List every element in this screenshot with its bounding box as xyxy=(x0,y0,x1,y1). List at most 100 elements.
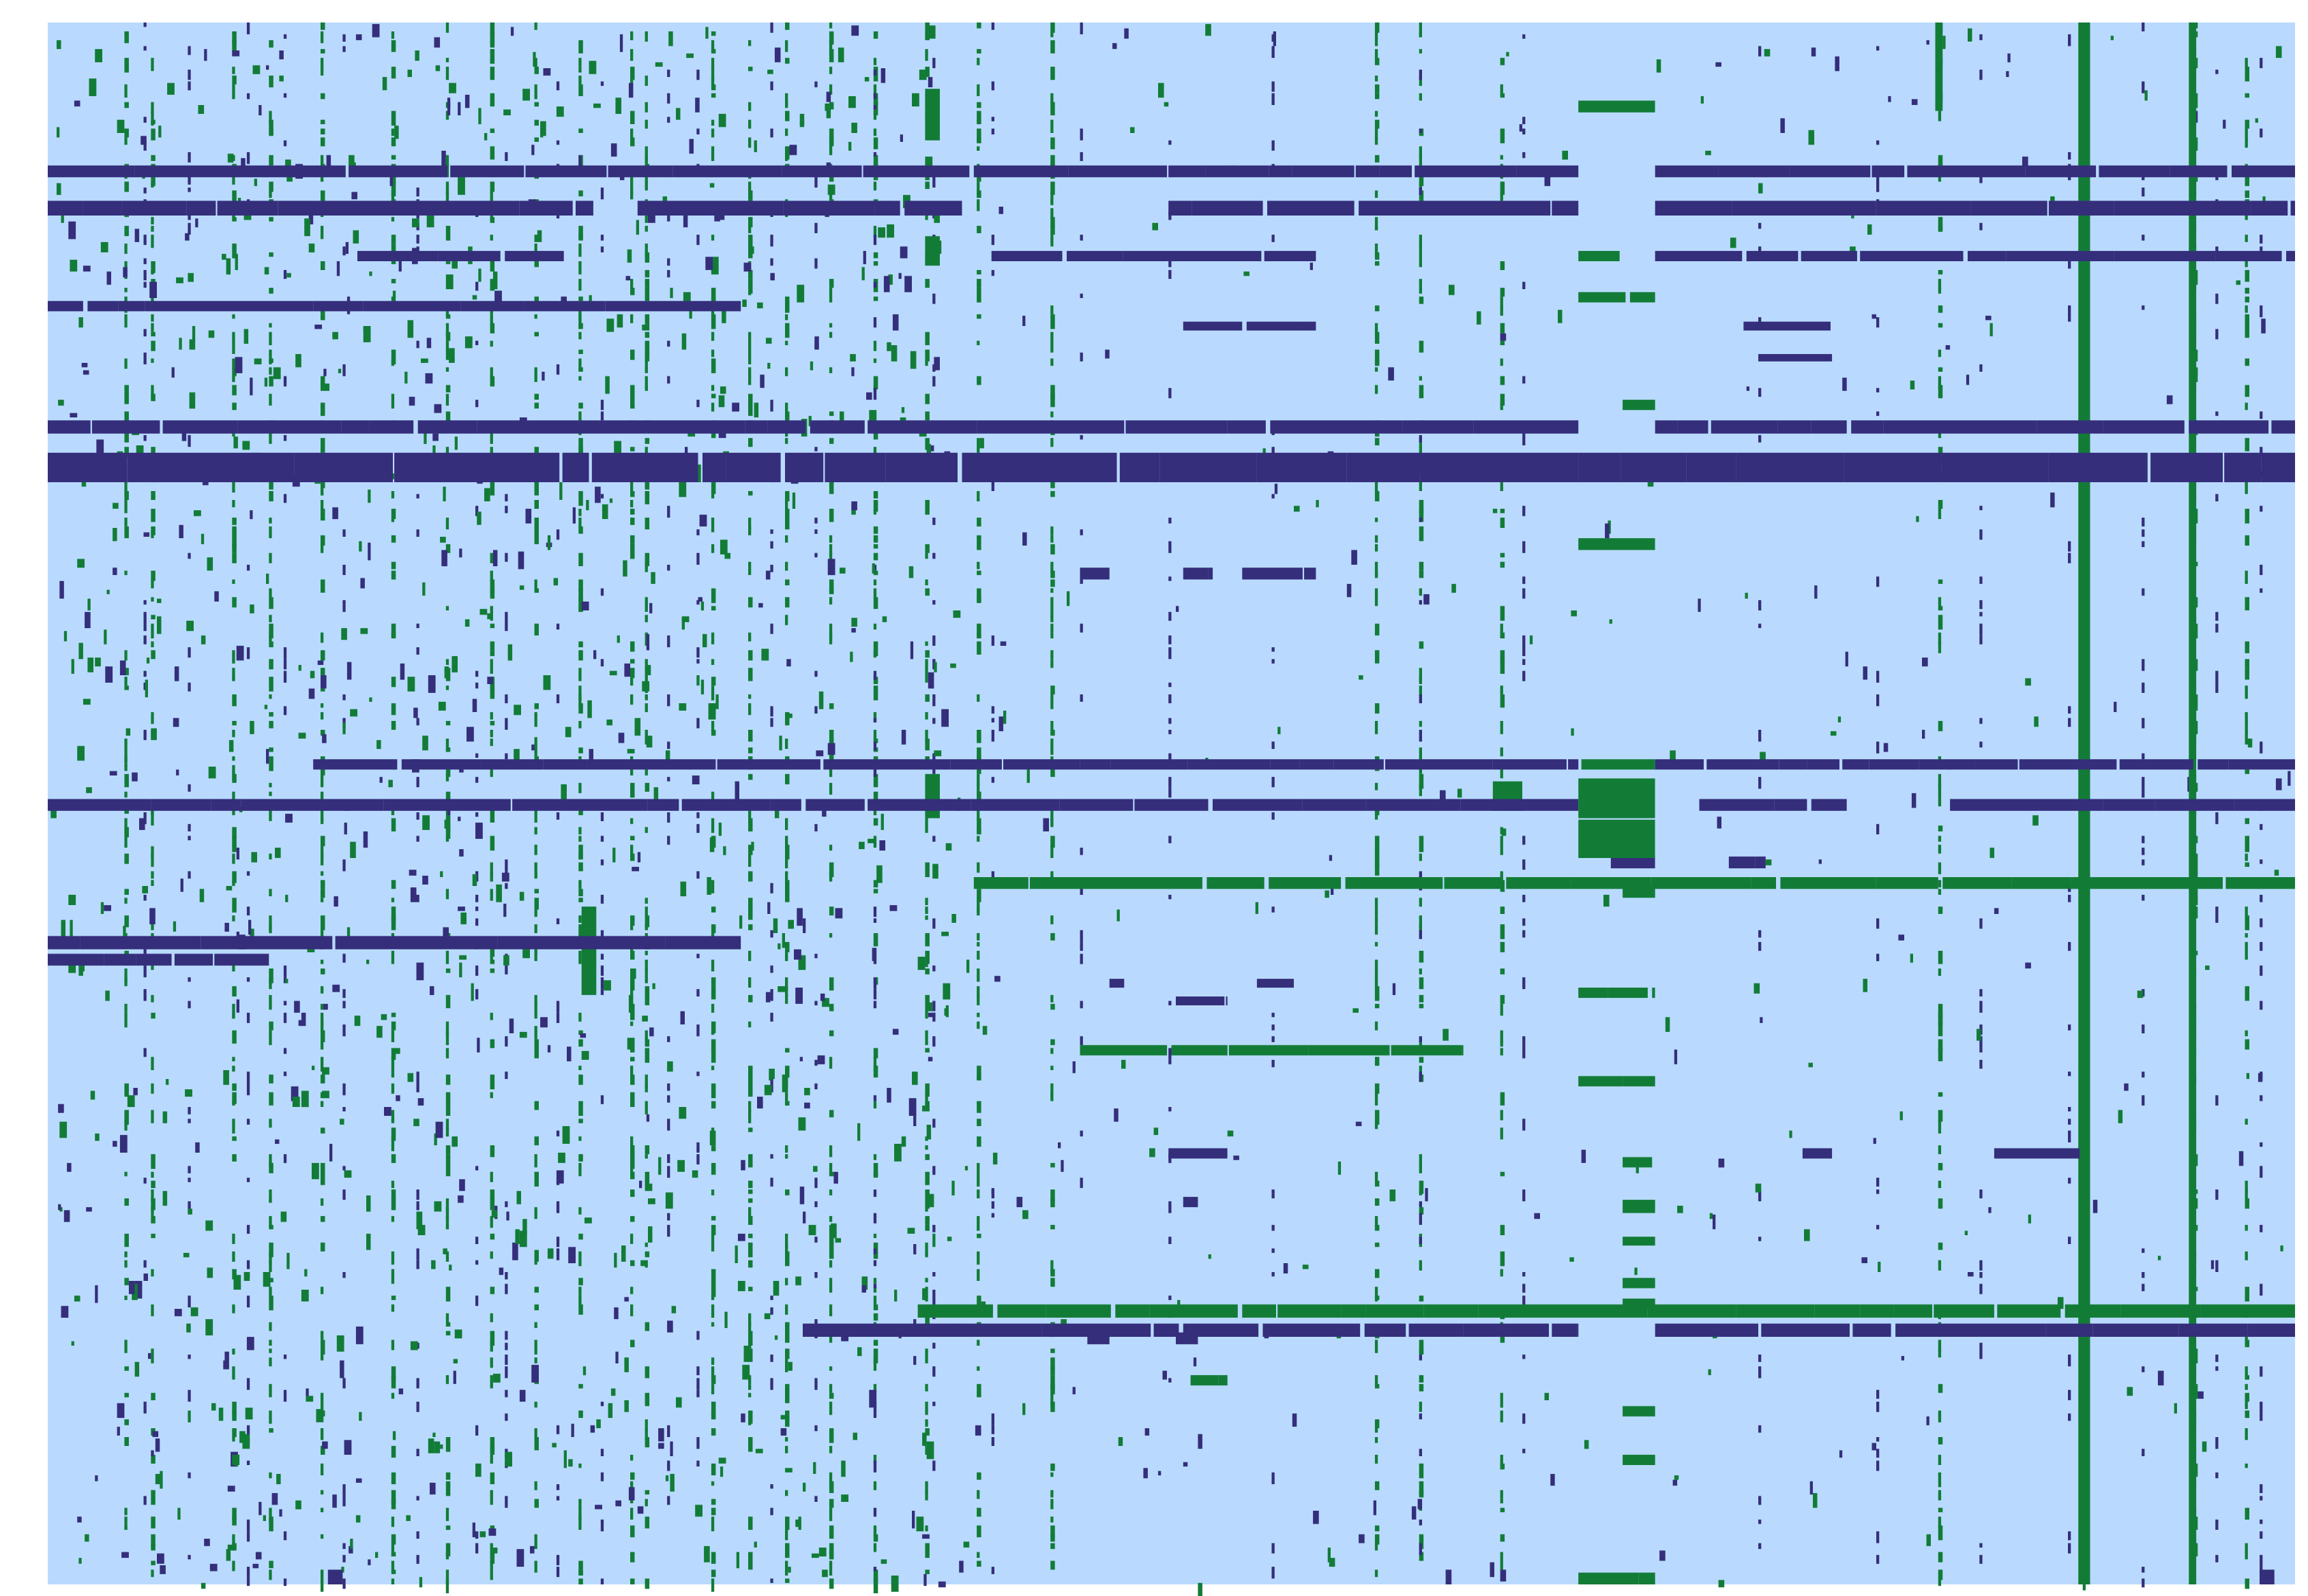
heatmap-cell-green xyxy=(445,385,451,393)
heatmap-cell-green xyxy=(534,1340,537,1355)
heatmap-cell-navy xyxy=(2142,175,2145,181)
heatmap-cell-green xyxy=(1942,35,1946,49)
heatmap-cell-navy xyxy=(1979,222,1983,231)
heatmap-cell-navy xyxy=(246,1519,250,1532)
heatmap-cell-green xyxy=(873,889,878,893)
heatmap-cell-green xyxy=(711,1048,716,1063)
heatmap-row-green xyxy=(1623,1237,1655,1246)
heatmap-cell-navy xyxy=(1331,886,1334,895)
heatmap-cell-green xyxy=(711,1277,716,1290)
heatmap-cell-green xyxy=(292,1096,300,1107)
heatmap-cell-green xyxy=(829,1030,834,1037)
heatmap-cell-green xyxy=(285,159,291,168)
heatmap-cell-navy xyxy=(873,718,877,723)
heatmap-cell-green xyxy=(1419,1207,1424,1215)
heatmap-cell-green xyxy=(490,844,495,851)
heatmap-cell-green xyxy=(232,40,237,53)
heatmap-cell-navy xyxy=(342,1484,346,1496)
heatmap-cell-green xyxy=(342,722,346,735)
heatmap-cell-green xyxy=(748,1331,753,1346)
heatmap-cell-green xyxy=(1500,1224,1505,1235)
heatmap-cell-green xyxy=(785,853,788,869)
heatmap-cell-navy xyxy=(2142,517,2145,527)
heatmap-cell-navy xyxy=(246,1425,250,1436)
heatmap-cell-navy xyxy=(143,1260,147,1268)
heatmap-cell-green xyxy=(1294,505,1300,512)
heatmap-cell-navy xyxy=(104,905,111,911)
heatmap-cell-navy xyxy=(2215,670,2219,683)
heatmap-cell-green xyxy=(665,1192,673,1209)
heatmap-cell-green xyxy=(943,983,951,1000)
heatmap-row-navy xyxy=(2271,420,2295,434)
heatmap-cell-navy xyxy=(143,989,147,1001)
heatmap-cell-navy xyxy=(892,314,899,331)
heatmap-cell-green xyxy=(711,1304,715,1315)
heatmap-cell-navy xyxy=(1168,1237,1172,1244)
heatmap-cell-green xyxy=(2245,1198,2249,1209)
heatmap-cell-green xyxy=(534,1207,537,1220)
heatmap-cell-green xyxy=(925,1189,930,1202)
heatmap-cell-green xyxy=(445,1021,449,1037)
heatmap-cell-green xyxy=(301,1091,309,1108)
heatmap-cell-green xyxy=(683,292,691,303)
heatmap-row-navy xyxy=(2234,799,2295,811)
heatmap-row-navy xyxy=(571,936,666,949)
heatmap-cell-green xyxy=(1419,782,1422,797)
heatmap-cell-navy xyxy=(283,1048,287,1054)
heatmap-cell-green xyxy=(829,862,834,877)
heatmap-cell-navy xyxy=(1271,741,1275,750)
heatmap-cell-green xyxy=(873,1481,877,1490)
heatmap-cell-navy xyxy=(410,887,417,902)
heatmap-cell-green xyxy=(232,155,235,161)
heatmap-cell-green xyxy=(1938,349,1942,357)
heatmap-cell-green xyxy=(2245,1463,2248,1468)
heatmap-cell-green xyxy=(1718,1580,1725,1588)
heatmap-cell-green xyxy=(1374,1295,1380,1301)
heatmap-row-navy xyxy=(1208,567,1213,580)
heatmap-cell-green xyxy=(151,818,154,826)
heatmap-cell-green xyxy=(269,287,273,294)
heatmap-cell-green xyxy=(841,1460,846,1477)
heatmap-cell-green xyxy=(578,694,582,707)
heatmap-cell-green xyxy=(604,980,611,991)
heatmap-cell-navy xyxy=(1419,1036,1422,1042)
heatmap-cell-green xyxy=(78,317,83,328)
heatmap-cell-green xyxy=(490,1039,495,1048)
heatmap-cell-green xyxy=(630,1189,635,1197)
heatmap-cell-green xyxy=(925,730,928,745)
heatmap-cell-green xyxy=(124,765,128,771)
heatmap-cell-navy xyxy=(600,411,604,421)
heatmap-cell-green xyxy=(2245,818,2249,825)
heatmap-cell-navy xyxy=(255,1552,262,1560)
heatmap-cell-green xyxy=(829,48,834,63)
heatmap-row-navy xyxy=(1408,1323,1464,1337)
heatmap-cell-navy xyxy=(928,672,934,689)
heatmap-cell-green xyxy=(851,122,857,133)
heatmap-cell-green xyxy=(1374,1269,1380,1278)
heatmap-cell-navy xyxy=(1876,1189,1880,1194)
heatmap-cell-green xyxy=(748,340,752,351)
heatmap-cell-green xyxy=(321,1569,324,1579)
heatmap-cell-green xyxy=(1938,1021,1943,1037)
heatmap-cell-green xyxy=(941,932,949,936)
heatmap-cell-green xyxy=(785,1561,788,1576)
heatmap-cell-green xyxy=(1442,1029,1449,1041)
heatmap-cell-green xyxy=(891,345,898,361)
heatmap-cell-green xyxy=(928,1194,934,1207)
heatmap-cell-navy xyxy=(447,98,451,116)
heatmap-cell-navy xyxy=(143,23,147,27)
heatmap-cell-navy xyxy=(1419,1543,1422,1555)
heatmap-cell-green xyxy=(445,1224,449,1230)
heatmap-cell-navy xyxy=(1519,124,1522,132)
heatmap-cell-navy xyxy=(667,635,670,647)
heatmap-cell-navy xyxy=(696,1366,700,1376)
heatmap-cell-green xyxy=(490,93,495,107)
heatmap-cell-green xyxy=(578,526,583,534)
heatmap-cell-green xyxy=(977,1163,980,1172)
heatmap-cell-green xyxy=(2245,119,2249,129)
heatmap-cell-green xyxy=(321,1056,324,1072)
heatmap-cell-green xyxy=(232,1304,235,1314)
heatmap-cell-green xyxy=(534,994,537,1005)
heatmap-cell-green xyxy=(578,1251,582,1267)
heatmap-cell-green xyxy=(416,1211,419,1230)
